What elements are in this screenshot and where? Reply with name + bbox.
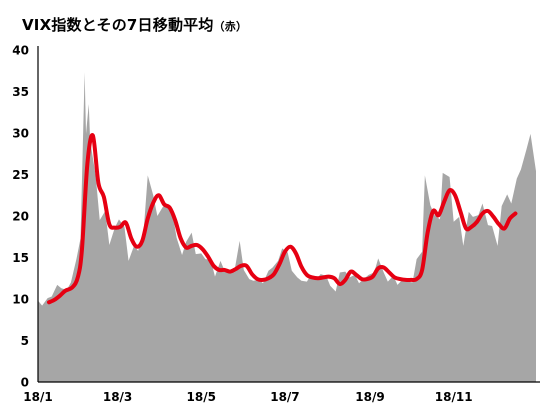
vix-area-series xyxy=(38,72,536,382)
y-tick-label: 0 xyxy=(21,376,29,390)
chart-title: VIX指数とその7日移動平均（赤） xyxy=(22,14,247,35)
x-tick-label: 18/1 xyxy=(23,390,52,404)
chart-title-main: VIX指数とその7日移動平均 xyxy=(22,16,214,34)
line-layer xyxy=(46,133,518,305)
y-tick-label: 15 xyxy=(12,251,29,265)
x-tick-label: 18/5 xyxy=(187,390,216,404)
chart-title-sub: （赤） xyxy=(213,20,248,33)
moving-average-line xyxy=(46,133,518,305)
x-tick-labels: 18/1 18/3 18/5 18/7 18/9 18/11 xyxy=(23,390,472,404)
y-tick-label: 25 xyxy=(12,168,29,182)
y-tick-label: 5 xyxy=(21,334,29,348)
y-tick-labels: 0 5 10 15 20 25 30 35 40 xyxy=(12,44,29,390)
y-tick-label: 10 xyxy=(12,293,29,307)
y-tick-label: 30 xyxy=(12,127,29,141)
area-layer xyxy=(38,72,536,382)
x-tick-label: 18/9 xyxy=(355,390,384,404)
axes-layer xyxy=(37,46,540,383)
x-tick-label: 18/3 xyxy=(103,390,132,404)
y-tick-label: 35 xyxy=(12,85,29,99)
x-tick-label: 18/11 xyxy=(435,390,473,404)
x-tick-label: 18/7 xyxy=(270,390,299,404)
y-tick-label: 40 xyxy=(12,44,29,58)
y-tick-label: 20 xyxy=(12,210,29,224)
